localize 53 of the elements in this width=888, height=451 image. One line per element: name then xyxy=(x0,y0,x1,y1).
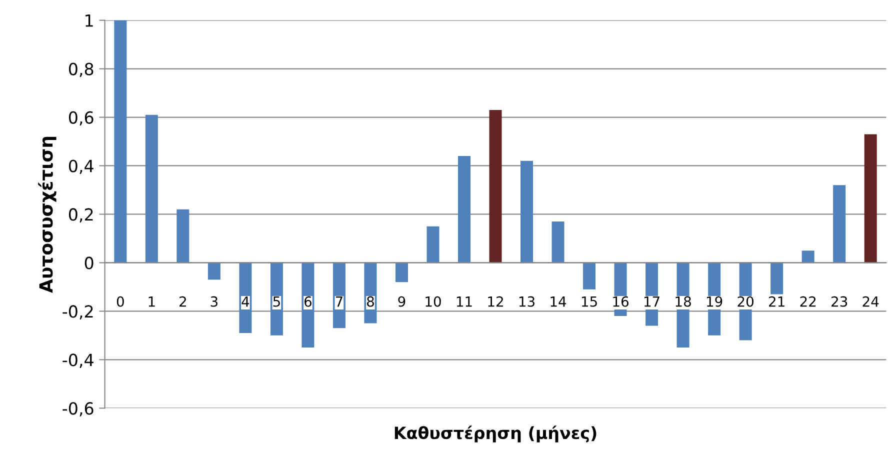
x-tick-label: 24 xyxy=(862,296,879,307)
x-tick-label: 23 xyxy=(832,296,848,307)
x-tick-label: 0 xyxy=(116,296,124,307)
bar xyxy=(302,262,314,348)
bar xyxy=(395,262,408,282)
y-tick-label: -0,2 xyxy=(62,305,93,320)
x-axis-title: Καθυστέρηση (μήνες) xyxy=(394,426,596,442)
x-tick-label: 19 xyxy=(706,296,722,307)
x-tick-label: 3 xyxy=(210,296,218,307)
x-tick-label: 6 xyxy=(304,296,312,307)
y-tick-label: 1 xyxy=(86,14,93,27)
x-tick-label: 5 xyxy=(273,296,280,307)
x-tick-label: 9 xyxy=(398,296,406,307)
x-tick-label: 7 xyxy=(336,296,342,307)
x-tick-label: 11 xyxy=(456,296,472,307)
y-tick-label: 0,4 xyxy=(68,160,94,174)
y-tick-label: 0,2 xyxy=(68,208,93,222)
x-tick-label: 4 xyxy=(242,296,250,307)
bar xyxy=(864,134,877,263)
bar xyxy=(802,250,814,263)
x-tick-label: 17 xyxy=(644,296,660,307)
bar xyxy=(208,262,220,280)
bar xyxy=(583,262,596,290)
x-tick-label: 15 xyxy=(582,296,597,307)
bar xyxy=(770,262,784,294)
bar xyxy=(520,160,534,263)
x-tick-label: 20 xyxy=(738,296,754,307)
y-tick-label: -0,6 xyxy=(62,402,94,416)
x-tick-label: 22 xyxy=(800,296,816,307)
x-tick-label: 1 xyxy=(148,296,155,307)
y-tick-label: 0,8 xyxy=(68,62,94,78)
bar xyxy=(552,221,564,263)
bar xyxy=(145,114,158,263)
y-tick-label: 0,6 xyxy=(68,111,94,126)
bar xyxy=(489,110,502,263)
y-tick-label: 0 xyxy=(84,256,94,270)
bar xyxy=(833,185,846,263)
bar xyxy=(176,209,190,263)
x-tick-label: 14 xyxy=(550,296,566,307)
x-tick-label: 21 xyxy=(769,296,784,307)
x-tick-label: 10 xyxy=(426,296,441,307)
x-tick-label: 12 xyxy=(488,296,503,307)
bar xyxy=(114,20,127,263)
x-tick-label: 16 xyxy=(613,296,628,307)
x-tick-label: 8 xyxy=(366,296,374,307)
x-tick-label: 18 xyxy=(676,296,691,307)
y-tick-label: -0,4 xyxy=(62,354,94,368)
x-tick-label: 13 xyxy=(519,296,534,307)
x-tick-label: 2 xyxy=(180,296,186,307)
bar xyxy=(270,262,283,336)
y-axis-title: Αυτοσυσχέτιση xyxy=(38,136,56,293)
bar xyxy=(426,226,440,263)
bar xyxy=(458,156,470,263)
